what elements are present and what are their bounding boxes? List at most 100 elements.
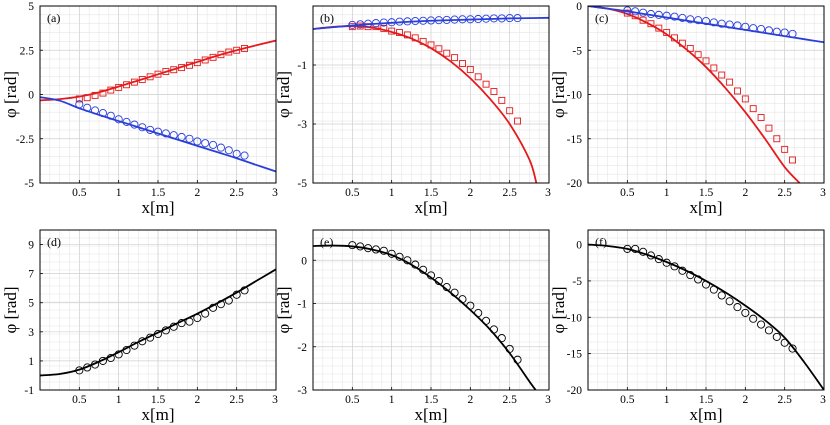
y-tick-label: -1 bbox=[24, 385, 34, 397]
x-tick-label: 1 bbox=[664, 187, 670, 199]
data-point-square bbox=[671, 34, 678, 42]
data-point-circle bbox=[411, 260, 420, 269]
x-tick-label: 0.5 bbox=[72, 187, 87, 199]
data-point-circle bbox=[623, 244, 632, 253]
data-point-square bbox=[639, 16, 647, 24]
x-axis-label: x[m] bbox=[414, 198, 447, 217]
data-point-square bbox=[466, 65, 474, 73]
y-tick-label: -2 bbox=[297, 342, 307, 354]
data-point-circle bbox=[513, 14, 522, 23]
x-tick-label: 2.5 bbox=[777, 394, 792, 406]
y-tick-label: -1 bbox=[297, 60, 307, 72]
data-point-circle bbox=[733, 303, 742, 312]
data-point-circle bbox=[733, 21, 742, 30]
y-tick-label: -3 bbox=[297, 385, 307, 397]
data-point-circle bbox=[694, 16, 703, 25]
panel-c: 0.5 1 1.5 2 2.5 3 -20 -15 -10 -5 0 (c) x[m] φ [rad] bbox=[549, 1, 826, 217]
data-point-circle bbox=[694, 275, 703, 284]
data-point-circle bbox=[701, 16, 711, 26]
y-tick-label: 0 bbox=[301, 255, 307, 267]
data-point-square bbox=[506, 107, 514, 115]
y-axis-label: φ [rad] bbox=[274, 286, 293, 333]
data-point-circle bbox=[513, 355, 522, 364]
data-point-circle bbox=[224, 146, 233, 155]
y-tick-label: -15 bbox=[567, 349, 583, 361]
data-point-circle bbox=[764, 26, 773, 35]
series-group bbox=[588, 6, 824, 183]
series-line-blue-curve bbox=[40, 96, 276, 173]
y-tick-label: 0 bbox=[28, 90, 34, 102]
data-point-square bbox=[419, 37, 427, 45]
x-tick-label: 1.5 bbox=[424, 187, 439, 199]
data-point-circle bbox=[764, 326, 773, 335]
data-point-square bbox=[789, 156, 796, 164]
data-point-square bbox=[154, 70, 162, 78]
data-point-circle bbox=[434, 16, 443, 25]
data-point-circle bbox=[185, 317, 194, 326]
data-point-circle bbox=[497, 334, 506, 343]
data-point-square bbox=[647, 20, 655, 28]
x-axis-label: x[m] bbox=[141, 198, 174, 217]
grid bbox=[588, 230, 825, 391]
series-line-black-curve bbox=[313, 244, 537, 390]
series-group bbox=[40, 39, 276, 173]
panel-label: (e) bbox=[320, 235, 333, 249]
data-point-circle bbox=[122, 345, 131, 355]
x-tick-label: 0.5 bbox=[72, 394, 87, 406]
data-point-circle bbox=[442, 15, 451, 24]
panel-f: 0.5 1 1.5 2 2.5 3 -20 -15 -10 -5 0 (f) x[m] φ [rad] bbox=[549, 229, 826, 424]
x-tick-label: 2 bbox=[467, 187, 473, 199]
data-point-square bbox=[209, 53, 217, 61]
data-point-circle bbox=[411, 16, 420, 26]
data-point-circle bbox=[717, 291, 726, 300]
data-point-circle bbox=[442, 283, 451, 292]
data-point-circle bbox=[458, 15, 467, 24]
data-point-circle bbox=[646, 9, 655, 19]
y-tick-label: 7 bbox=[28, 269, 34, 281]
data-point-circle bbox=[130, 341, 139, 350]
y-tick-label: -1 bbox=[297, 299, 307, 311]
data-point-circle bbox=[83, 103, 92, 112]
panel-d: 0.5 1 1.5 2 2.5 3 -1 1 3 5 7 9 (d) x[m] φ [rad] bbox=[1, 229, 278, 424]
x-tick-label: 2.5 bbox=[229, 394, 244, 406]
data-point-circle bbox=[419, 265, 428, 274]
data-point-circle bbox=[686, 271, 695, 280]
x-tick-label: 0.5 bbox=[345, 187, 360, 199]
data-point-square bbox=[233, 46, 241, 54]
data-point-square bbox=[83, 94, 91, 102]
x-tick-label: 3 bbox=[820, 187, 826, 199]
x-tick-label: 3 bbox=[820, 394, 826, 406]
data-point-circle bbox=[379, 246, 388, 255]
data-point-square bbox=[514, 117, 521, 125]
data-point-circle bbox=[403, 256, 412, 265]
data-point-square bbox=[749, 105, 757, 113]
data-point-square bbox=[474, 73, 482, 81]
data-point-circle bbox=[482, 316, 491, 325]
data-point-circle bbox=[91, 106, 100, 115]
data-point-circle bbox=[387, 18, 396, 27]
data-point-circle bbox=[505, 344, 514, 353]
y-tick-label: 2.5 bbox=[20, 45, 35, 57]
x-axis-label: x[m] bbox=[689, 198, 722, 217]
y-tick-label: 0 bbox=[576, 240, 582, 252]
data-point-circle bbox=[106, 111, 115, 120]
data-point-circle bbox=[146, 333, 155, 342]
data-point-square bbox=[459, 60, 466, 67]
data-point-circle bbox=[201, 309, 210, 318]
x-tick-label: 1.5 bbox=[151, 394, 166, 406]
panel-label: (a) bbox=[47, 11, 60, 25]
y-axis-label: φ [rad] bbox=[549, 286, 568, 333]
data-point-circle bbox=[450, 15, 459, 24]
data-point-square bbox=[741, 95, 749, 103]
data-point-circle bbox=[379, 18, 388, 27]
x-tick-label: 2 bbox=[742, 187, 748, 199]
data-point-circle bbox=[138, 337, 147, 346]
data-point-circle bbox=[114, 350, 123, 359]
y-tick-label: -20 bbox=[567, 385, 583, 397]
data-point-square bbox=[380, 24, 388, 32]
data-point-circle bbox=[106, 353, 115, 363]
panel-b: 0.5 1 1.5 2 2.5 3 -5 -3 -1 (b) x[m] φ [rad] bbox=[274, 5, 551, 217]
data-point-square bbox=[435, 45, 443, 53]
data-point-circle bbox=[458, 295, 467, 304]
